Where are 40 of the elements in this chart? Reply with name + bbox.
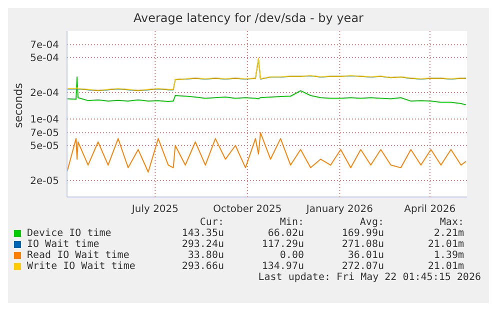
y-tick-label: 5e-04 <box>30 53 59 64</box>
text: 21.01m <box>426 261 464 272</box>
y-axis-title: seconds <box>12 83 25 128</box>
y-tick-label: 1e-04 <box>30 114 59 126</box>
line-series <box>67 76 466 106</box>
text: Last update: Fri May 22 01:45:15 2026 <box>257 272 481 283</box>
text: 66.02u <box>266 228 304 239</box>
text: 2.21m <box>432 228 464 239</box>
text: 36.01u <box>346 250 384 261</box>
text: 1.39m <box>432 250 464 261</box>
y-tick-label: 2e-05 <box>30 176 59 188</box>
text: 21.01m <box>426 239 464 250</box>
legend-label: IO Wait time <box>26 239 100 250</box>
legend-label: Device IO time <box>26 228 112 239</box>
text: 271.08u <box>340 239 384 250</box>
text: Cur: <box>198 217 224 228</box>
text: 272.07u <box>340 261 384 272</box>
text: Min: <box>278 217 304 228</box>
text: 134.97u <box>260 261 304 272</box>
y-tick-label: 5e-05 <box>30 141 59 152</box>
text: Avg: <box>358 217 384 228</box>
line-series <box>67 132 466 173</box>
text: 0.00 <box>278 250 304 261</box>
y-tick-label: 2e-04 <box>30 88 59 100</box>
legend-label: Read IO Wait time <box>26 250 130 261</box>
x-tick-label: January 2026 <box>305 204 373 216</box>
legend-label: Write IO Wait time <box>26 261 136 272</box>
text: 117.29u <box>260 239 304 250</box>
text: 33.80u <box>186 250 224 261</box>
y-tick-label: 7e-04 <box>30 40 59 52</box>
text: Max: <box>438 217 464 228</box>
text: 293.66u <box>180 261 224 272</box>
text: 293.24u <box>180 239 224 250</box>
x-tick-label: July 2025 <box>130 204 179 216</box>
x-tick-label: April 2026 <box>404 204 456 216</box>
chart-title: Average latency for /dev/sda - by year <box>132 10 364 27</box>
x-tick-label: October 2025 <box>213 204 282 216</box>
y-tick-label: 7e-05 <box>30 128 59 140</box>
text: 143.35u <box>180 228 224 239</box>
text: 169.99u <box>340 228 384 239</box>
